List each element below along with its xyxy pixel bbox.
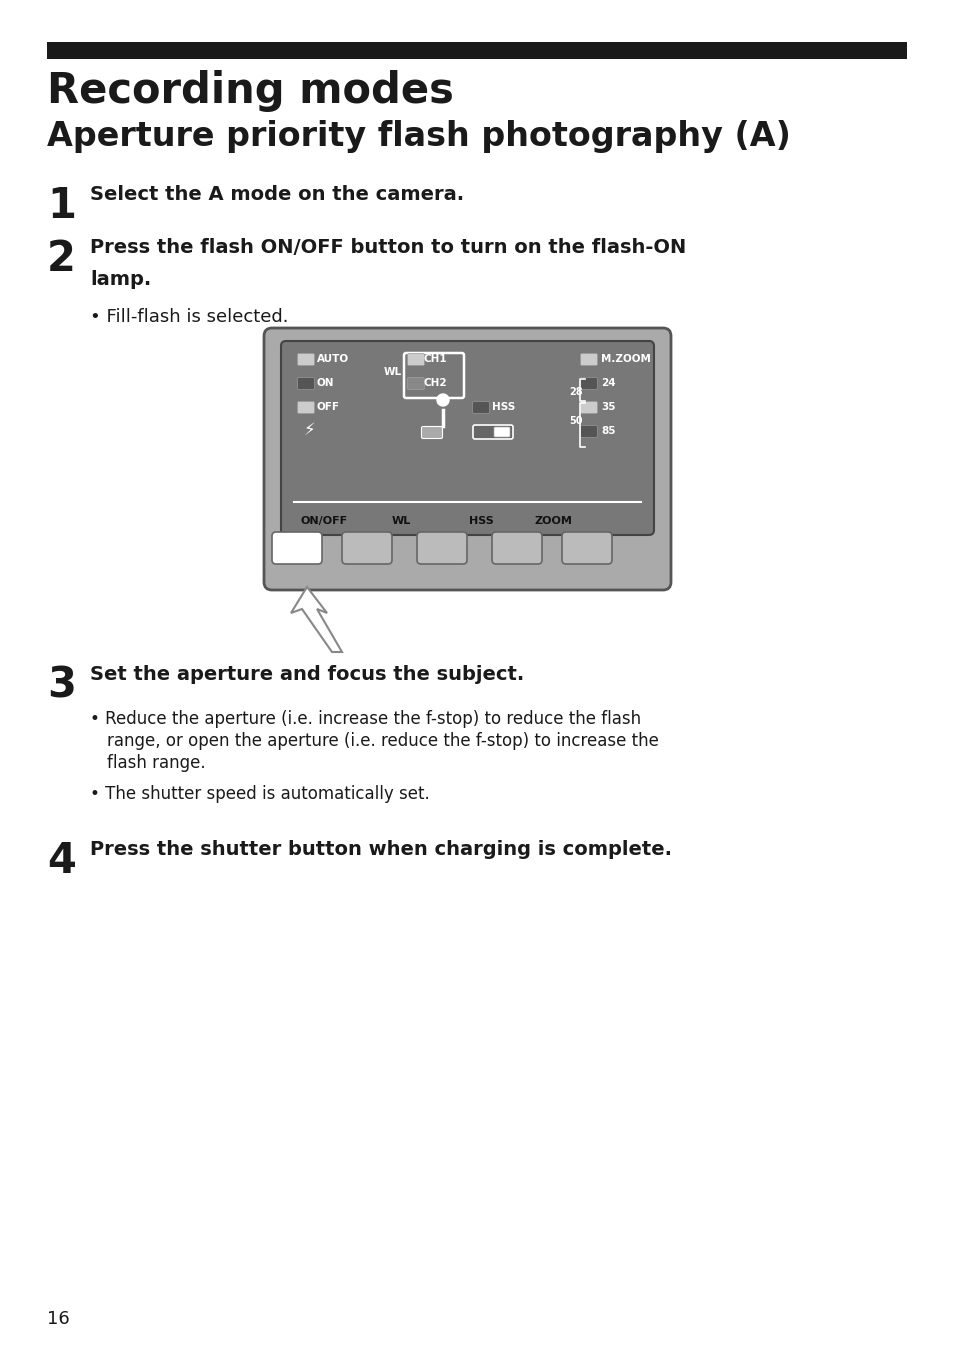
Text: 2: 2 bbox=[47, 238, 76, 280]
FancyBboxPatch shape bbox=[494, 426, 510, 437]
FancyBboxPatch shape bbox=[579, 354, 597, 366]
FancyBboxPatch shape bbox=[579, 378, 597, 390]
Text: Set the aperture and focus the subject.: Set the aperture and focus the subject. bbox=[90, 664, 524, 685]
Text: ZOOM: ZOOM bbox=[534, 516, 572, 526]
Text: Aperture priority flash photography (A): Aperture priority flash photography (A) bbox=[47, 120, 790, 153]
FancyBboxPatch shape bbox=[416, 533, 467, 564]
FancyBboxPatch shape bbox=[281, 342, 654, 535]
Text: M.ZOOM: M.ZOOM bbox=[600, 354, 650, 364]
FancyBboxPatch shape bbox=[264, 328, 670, 590]
Text: 28: 28 bbox=[568, 387, 582, 397]
Text: 50: 50 bbox=[568, 416, 582, 426]
Text: • Reduce the aperture (i.e. increase the f-stop) to reduce the flash: • Reduce the aperture (i.e. increase the… bbox=[90, 710, 640, 728]
Text: 35: 35 bbox=[600, 402, 615, 412]
FancyBboxPatch shape bbox=[297, 354, 314, 366]
FancyBboxPatch shape bbox=[341, 533, 392, 564]
Text: CH1: CH1 bbox=[423, 354, 447, 364]
Text: CH2: CH2 bbox=[423, 378, 447, 387]
FancyBboxPatch shape bbox=[492, 533, 541, 564]
Circle shape bbox=[436, 394, 449, 406]
FancyBboxPatch shape bbox=[272, 533, 322, 564]
Text: 16: 16 bbox=[47, 1310, 70, 1328]
Text: 4: 4 bbox=[47, 841, 76, 882]
Text: • Fill-flash is selected.: • Fill-flash is selected. bbox=[90, 308, 288, 325]
Text: 1: 1 bbox=[47, 186, 76, 227]
Text: • The shutter speed is automatically set.: • The shutter speed is automatically set… bbox=[90, 785, 429, 803]
FancyBboxPatch shape bbox=[472, 402, 489, 413]
Polygon shape bbox=[291, 586, 341, 652]
Text: range, or open the aperture (i.e. reduce the f-stop) to increase the: range, or open the aperture (i.e. reduce… bbox=[107, 732, 659, 751]
Text: lamp.: lamp. bbox=[90, 270, 152, 289]
Bar bbox=[47, 42, 906, 59]
FancyBboxPatch shape bbox=[473, 425, 513, 438]
Text: 24: 24 bbox=[600, 378, 615, 387]
FancyBboxPatch shape bbox=[297, 378, 314, 390]
Text: HSS: HSS bbox=[492, 402, 515, 412]
FancyBboxPatch shape bbox=[407, 354, 424, 366]
FancyBboxPatch shape bbox=[579, 402, 597, 413]
Text: OFF: OFF bbox=[316, 402, 339, 412]
Text: ⚡: ⚡ bbox=[304, 421, 315, 438]
FancyBboxPatch shape bbox=[407, 378, 424, 390]
Text: WL: WL bbox=[384, 367, 402, 377]
Text: Select the A mode on the camera.: Select the A mode on the camera. bbox=[90, 186, 464, 204]
Text: 3: 3 bbox=[47, 664, 76, 707]
Text: Press the shutter button when charging is complete.: Press the shutter button when charging i… bbox=[90, 841, 671, 859]
Text: 85: 85 bbox=[600, 426, 615, 436]
FancyBboxPatch shape bbox=[579, 425, 597, 437]
FancyBboxPatch shape bbox=[421, 426, 442, 438]
Text: Press the flash ON/OFF button to turn on the flash-ON: Press the flash ON/OFF button to turn on… bbox=[90, 238, 685, 257]
FancyBboxPatch shape bbox=[561, 533, 612, 564]
Text: ON/OFF: ON/OFF bbox=[300, 516, 347, 526]
Text: HSS: HSS bbox=[468, 516, 493, 526]
Text: Recording modes: Recording modes bbox=[47, 70, 454, 112]
FancyBboxPatch shape bbox=[297, 402, 314, 413]
FancyBboxPatch shape bbox=[407, 378, 424, 390]
Text: ON: ON bbox=[316, 378, 335, 387]
Text: AUTO: AUTO bbox=[316, 354, 349, 364]
Text: flash range.: flash range. bbox=[107, 755, 206, 772]
Text: WL: WL bbox=[391, 516, 410, 526]
